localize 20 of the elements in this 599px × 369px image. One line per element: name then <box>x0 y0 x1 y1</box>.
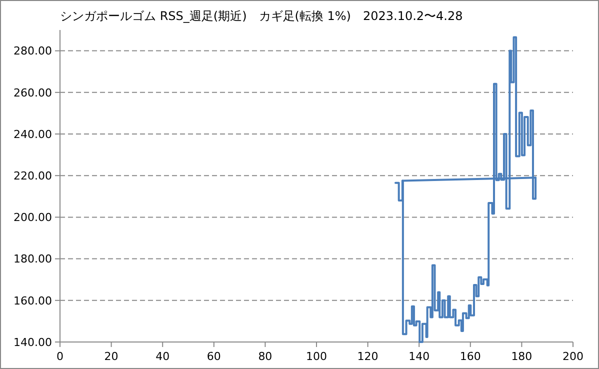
x-tick-label: 40 <box>156 350 170 363</box>
y-tick-label: 280.00 <box>14 44 52 58</box>
x-tick-label: 100 <box>306 350 327 363</box>
x-tick-label: 120 <box>357 350 378 363</box>
x-tick-label: 20 <box>104 350 118 363</box>
y-tick-label: 240.00 <box>14 128 52 141</box>
x-tick-label: 180 <box>511 350 532 363</box>
x-tick-label: 140 <box>408 350 430 363</box>
chart-title: シンガポールゴム RSS_週足(期近) カギ足(転換 1%) 2023.10.2〜4.28 <box>60 9 463 23</box>
y-tick-label: 180.00 <box>14 252 52 266</box>
y-tick-label: 260.00 <box>14 86 52 100</box>
y-tick-label: 200.00 <box>14 211 52 224</box>
y-tick-label: 220.00 <box>14 169 52 182</box>
x-tick-label: 0 <box>56 350 64 363</box>
x-tick-label: 160 <box>460 350 481 363</box>
x-tick-label: 200 <box>562 350 584 363</box>
x-tick-label: 80 <box>258 350 272 363</box>
y-tick-label: 140.00 <box>14 336 52 349</box>
x-tick-label: 60 <box>206 350 221 363</box>
y-tick-label: 160.00 <box>14 294 52 308</box>
